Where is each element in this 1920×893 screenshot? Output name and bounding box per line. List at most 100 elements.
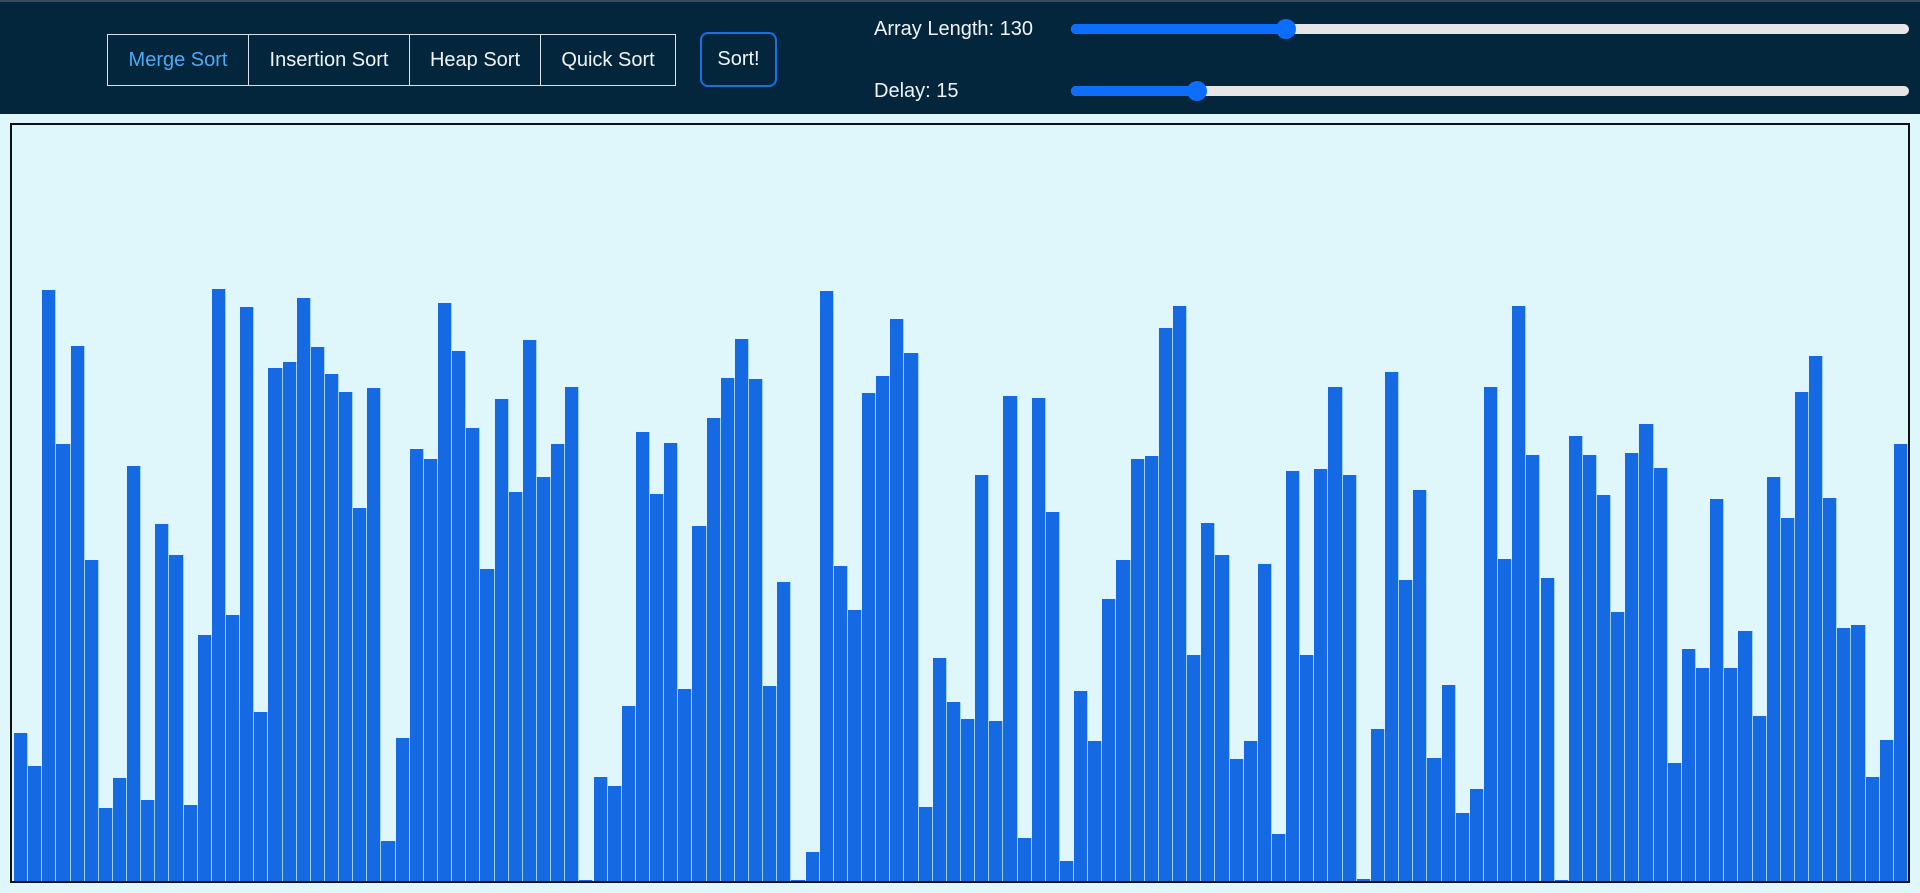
array-bar — [565, 387, 580, 881]
array-bar — [197, 635, 212, 881]
array-bar — [367, 388, 382, 881]
array-bar — [1823, 498, 1838, 881]
delay-slider-fill — [1071, 86, 1197, 96]
array-bar — [282, 362, 297, 881]
array-bar — [1257, 564, 1272, 881]
array-bar — [1187, 654, 1202, 881]
array-bar — [593, 776, 608, 881]
array-length-slider-thumb[interactable] — [1275, 19, 1296, 39]
array-bar — [664, 442, 679, 881]
array-bar — [876, 376, 891, 881]
array-bar — [1003, 395, 1018, 881]
array-bar — [1865, 777, 1880, 881]
array-bar — [932, 657, 947, 881]
array-bar — [961, 719, 976, 881]
algorithm-button-quick-sort[interactable]: Quick Sort — [561, 48, 655, 71]
delay-slider[interactable] — [1071, 81, 1909, 101]
array-bar — [989, 720, 1004, 881]
array-bar — [791, 880, 806, 881]
array-bar — [1074, 691, 1089, 881]
array-bar — [607, 785, 622, 881]
array-bar — [1695, 667, 1711, 881]
array-bar — [1356, 878, 1371, 881]
array-length-slider-fill — [1071, 24, 1286, 34]
algorithm-button-merge-sort[interactable]: Merge Sort — [108, 35, 249, 85]
array-bar — [1413, 490, 1428, 881]
array-bar — [1215, 555, 1230, 881]
array-bar — [1625, 453, 1640, 881]
array-bar — [494, 399, 509, 881]
array-bar — [480, 568, 495, 881]
array-bar — [1243, 741, 1258, 881]
array-bar — [946, 701, 961, 881]
delay-label: Delay: 15 — [874, 80, 959, 102]
array-bar — [1794, 391, 1810, 881]
array-bar — [1639, 423, 1654, 881]
array-bar — [310, 347, 325, 881]
array-bar — [1653, 468, 1668, 881]
array-bar — [1370, 729, 1386, 881]
array-bar — [28, 766, 43, 881]
array-bar — [141, 800, 156, 881]
array-bar — [1455, 812, 1470, 881]
array-bar — [1088, 741, 1103, 881]
array-bar — [409, 448, 424, 881]
array-bar — [183, 804, 198, 881]
array-bar — [678, 688, 693, 881]
array-bar — [1766, 477, 1781, 881]
array-bar — [1385, 372, 1400, 881]
array-bar — [1582, 455, 1598, 881]
array-bar — [1879, 740, 1894, 881]
array-bar — [862, 393, 877, 881]
array-bar — [1483, 387, 1499, 881]
array-bar — [353, 507, 368, 881]
array-bar — [240, 307, 255, 881]
array-bar — [536, 477, 552, 881]
array-bar — [720, 377, 735, 881]
array-bar — [1229, 758, 1244, 881]
array-bar — [890, 318, 905, 881]
array-bar — [833, 565, 848, 881]
array-bar — [904, 352, 919, 881]
sorting-canvas — [10, 123, 1910, 883]
array-bar — [1554, 879, 1569, 881]
array-bar — [1173, 306, 1188, 881]
algorithm-button-insertion-sort[interactable]: Insertion Sort — [249, 35, 410, 85]
array-length-label: Array Length: 130 — [874, 18, 1033, 40]
array-bar — [268, 368, 283, 881]
array-bar — [423, 459, 439, 881]
delay-slider-thumb[interactable] — [1186, 81, 1207, 101]
array-bar — [1540, 577, 1555, 881]
array-bar — [42, 289, 57, 881]
array-bar — [70, 345, 85, 881]
array-bar — [1328, 386, 1343, 881]
array-bar — [579, 879, 594, 881]
array-bar — [296, 298, 311, 881]
algorithm-button-heap-sort[interactable]: Heap Sort — [410, 35, 541, 85]
array-bar — [706, 418, 721, 881]
sort-button[interactable]: Sort! — [700, 32, 777, 87]
array-bar — [1738, 630, 1753, 881]
array-bar — [169, 555, 184, 881]
array-bar — [254, 711, 269, 881]
array-bar — [748, 379, 764, 881]
array-bar — [1851, 624, 1866, 881]
array-bar — [381, 840, 396, 881]
array-bar — [692, 526, 707, 881]
array-bar — [1144, 456, 1159, 881]
array-bar — [650, 493, 665, 881]
array-bar — [1116, 559, 1131, 881]
array-bar — [1611, 611, 1626, 881]
array-bar — [551, 444, 566, 881]
array-length-slider[interactable] — [1071, 19, 1909, 39]
array-bar — [508, 492, 523, 881]
array-bar — [805, 851, 820, 881]
array-bar — [324, 374, 340, 881]
array-bar — [522, 339, 537, 881]
array-bar — [1045, 512, 1060, 881]
array-bar — [734, 338, 749, 881]
array-bar — [1568, 435, 1583, 881]
array-bar — [452, 351, 467, 881]
array-bar — [1342, 475, 1357, 881]
array-bar — [1271, 834, 1287, 881]
